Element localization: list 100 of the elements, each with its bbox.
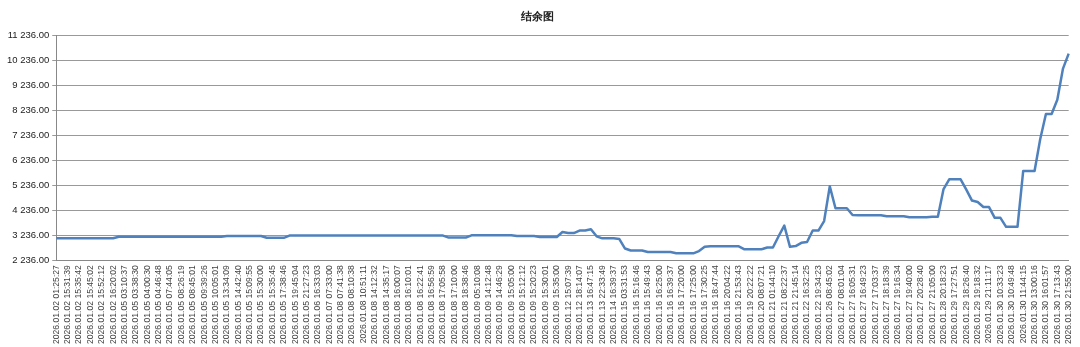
x-tick-label: 2026.01.05 15:09:55 (244, 264, 255, 345)
x-tick-label: 2026.01.02 15:45:02 (84, 264, 95, 345)
x-tick-label: 2026.01.02 15:52:12 (96, 264, 107, 345)
x-tick-label: 2026.01.22 16:32:25 (801, 264, 812, 345)
x-tick-label: 2026.01.27 19:40:00 (903, 264, 914, 345)
x-tick-label: 2026.01.30 10:49:48 (1006, 264, 1017, 345)
x-tick-label: 2026.01.30 17:13:43 (1051, 264, 1062, 345)
x-tick-label: 2026.01.16 17:20:00 (676, 264, 687, 345)
y-tick-label: 6 236.00 (12, 153, 50, 165)
x-tick-label: 2026.01.12 18:14:07 (573, 264, 584, 345)
x-tick-label: 2026.01.08 14:12:32 (369, 264, 380, 345)
x-tick-label: 2026.01.22 19:34:23 (812, 264, 823, 345)
x-tick-label: 2026.01.19 20:22:22 (744, 264, 755, 345)
x-tick-label: 2026.01.16 17:30:25 (699, 264, 710, 345)
x-tick-label: 2026.01.12 15:07:39 (562, 264, 573, 345)
x-tick-label: 2026.01.05 04:46:48 (153, 264, 164, 345)
x-tick-label: 2026.01.02 15:31:39 (62, 264, 73, 345)
x-tick-label: 2026.01.09 14:46:29 (494, 264, 505, 345)
x-tick-label: 2026.01.08 16:00:07 (391, 264, 402, 345)
x-tick-label: 2026.01.09 14:12:48 (482, 264, 493, 345)
x-tick-label: 2026.01.27 16:05:31 (846, 264, 857, 345)
x-tick-label: 2026.01.05 14:42:40 (232, 264, 243, 345)
x-tick-label: 2026.01.09 15:20:23 (528, 264, 539, 345)
x-tick-label: 2026.01.07 07:33:00 (323, 264, 334, 345)
x-tick-label: 2026.01.05 08:45:01 (187, 264, 198, 345)
x-tick-label: 2026.01.26 08:45:02 (824, 264, 835, 345)
x-tick-label: 2026.01.27 17:03:37 (869, 264, 880, 345)
x-tick-label: 2026.01.16 15:16:46 (630, 264, 641, 345)
x-tick-label: 2026.01.29 19:18:32 (972, 264, 983, 345)
x-tick-label: 2026.01.05 15:30:00 (255, 264, 266, 345)
x-tick-label: 2026.01.16 16:39:37 (664, 264, 675, 345)
x-tick-label: 2026.01.08 16:22:41 (414, 264, 425, 345)
x-tick-label: 2026.01.29 17:27:51 (949, 264, 960, 345)
x-tick-label: 2026.01.05 08:26:19 (175, 264, 186, 345)
y-tick-label: 8 236.00 (12, 103, 50, 115)
x-tick-label: 2026.01.02 16:20:02 (107, 264, 118, 345)
x-tick-label: 2026.01.08 17:10:00 (448, 264, 459, 345)
chart-title: 结余图 (519, 9, 554, 22)
x-tick-label: 2026.01.08 08:10:38 (346, 264, 357, 345)
x-tick-label: 2026.01.08 10:51:11 (357, 264, 368, 344)
x-tick-label: 2026.01.08 16:10:01 (403, 264, 414, 345)
x-tick-label: 2026.01.16 21:53:43 (733, 264, 744, 345)
x-tick-label: 2026.01.08 18:38:46 (460, 264, 471, 345)
x-tick-label: 2026.01.16 18:47:44 (710, 264, 721, 345)
x-tick-label: 2026.01.27 08:01:04 (835, 264, 846, 345)
x-tick-label: 2026.01.05 13:34:09 (221, 264, 232, 345)
x-tick-label: 2026.01.05 03:10:37 (118, 264, 129, 345)
x-tick-label: 2026.01.20 08:07:21 (755, 264, 766, 345)
y-tick-label: 7 236.00 (12, 128, 50, 140)
x-tick-label: 2026.01.05 10:05:01 (209, 264, 220, 345)
x-tick-label: 2026.01.29 21:11:17 (983, 264, 994, 344)
x-tick-label: 2026.01.13 22:33:49 (596, 264, 607, 345)
x-tick-label: 2026.01.15 03:31:53 (619, 264, 630, 345)
x-tick-label: 2026.01.21 21:45:14 (790, 264, 801, 345)
x-tick-label: 2026.01.14 16:39:37 (608, 264, 619, 345)
x-tick-label: 2026.01.30 16:01:57 (1040, 264, 1051, 345)
x-tick-label: 2026.01.30 10:33:23 (994, 264, 1005, 345)
x-tick-label: 2026.01.30 11:44:15 (1017, 264, 1028, 344)
x-tick-label: 2026.01.21 08:22:37 (778, 264, 789, 345)
x-tick-label: 2026.01.29 18:26:40 (960, 264, 971, 345)
x-tick-label: 2026.01.02 15:35:42 (73, 264, 84, 345)
x-tick-label: 2026.01.05 07:44:05 (164, 264, 175, 345)
x-tick-label: 2026.01.27 18:18:39 (881, 264, 892, 345)
x-tick-label: 2026.01.09 15:30:01 (539, 264, 550, 345)
x-tick-label: 2026.01.27 19:16:34 (892, 264, 903, 345)
x-tick-label: 2026.01.05 21:27:23 (300, 264, 311, 345)
x-tick-label: 2026.01.05 17:38:46 (278, 264, 289, 345)
y-tick-label: 11 236.00 (7, 28, 50, 40)
y-tick-label: 2 236.00 (12, 253, 50, 265)
x-tick-label: 2026.01.08 16:56:59 (426, 264, 437, 345)
x-tick-label: 2026.01.09 15:35:00 (551, 264, 562, 345)
x-tick-label: 2026.01.27 21:05:00 (926, 264, 937, 345)
y-tick-label: 10 236.00 (7, 53, 50, 65)
x-tick-label: 2026.01.30 13:00:16 (1028, 264, 1039, 345)
x-tick-label: 2026.01.05 19:45:04 (289, 264, 300, 345)
x-tick-label: 2026.01.05 04:00:30 (141, 264, 152, 345)
x-tick-label: 2026.01.05 03:38:30 (130, 264, 141, 345)
x-tick-label: 2026.01.16 16:25:00 (653, 264, 664, 345)
x-tick-label: 2026.01.08 14:35:17 (380, 264, 391, 345)
y-tick-label: 4 236.00 (12, 203, 50, 215)
y-tick-label: 5 236.00 (12, 178, 50, 190)
x-tick-label: 2026.01.08 17:05:58 (437, 264, 448, 345)
y-tick-label: 3 236.00 (12, 228, 50, 240)
x-tick-label: 2026.01.02 01:25:27 (50, 264, 61, 345)
y-tick-label: 9 236.00 (12, 78, 50, 90)
x-tick-label: 2026.01.27 20:28:40 (915, 264, 926, 345)
x-tick-label: 2026.01.05 09:39:26 (198, 264, 209, 345)
x-tick-label: 2026.01.09 15:05:00 (505, 264, 516, 345)
x-tick-label: 2026.01.16 17:25:00 (687, 264, 698, 345)
x-tick-label: 2026.01.05 15:35:45 (266, 264, 277, 345)
x-tick-label: 2026.01.30 21:55:00 (1063, 264, 1074, 345)
x-tick-label: 2026.01.08 07:41:38 (335, 264, 346, 345)
x-tick-label: 2026.01.09 05:10:08 (471, 264, 482, 345)
x-tick-label: 2026.01.21 01:44:10 (767, 264, 778, 345)
x-tick-label: 2026.01.28 20:18:23 (937, 264, 948, 345)
x-tick-label: 2026.01.27 16:49:23 (858, 264, 869, 345)
x-tick-label: 2026.01.13 16:47:15 (585, 264, 596, 345)
x-tick-label: 2026.01.16 15:49:43 (642, 264, 653, 345)
x-tick-label: 2026.01.06 16:33:03 (312, 264, 323, 345)
x-tick-label: 2026.01.16 20:04:22 (721, 264, 732, 345)
